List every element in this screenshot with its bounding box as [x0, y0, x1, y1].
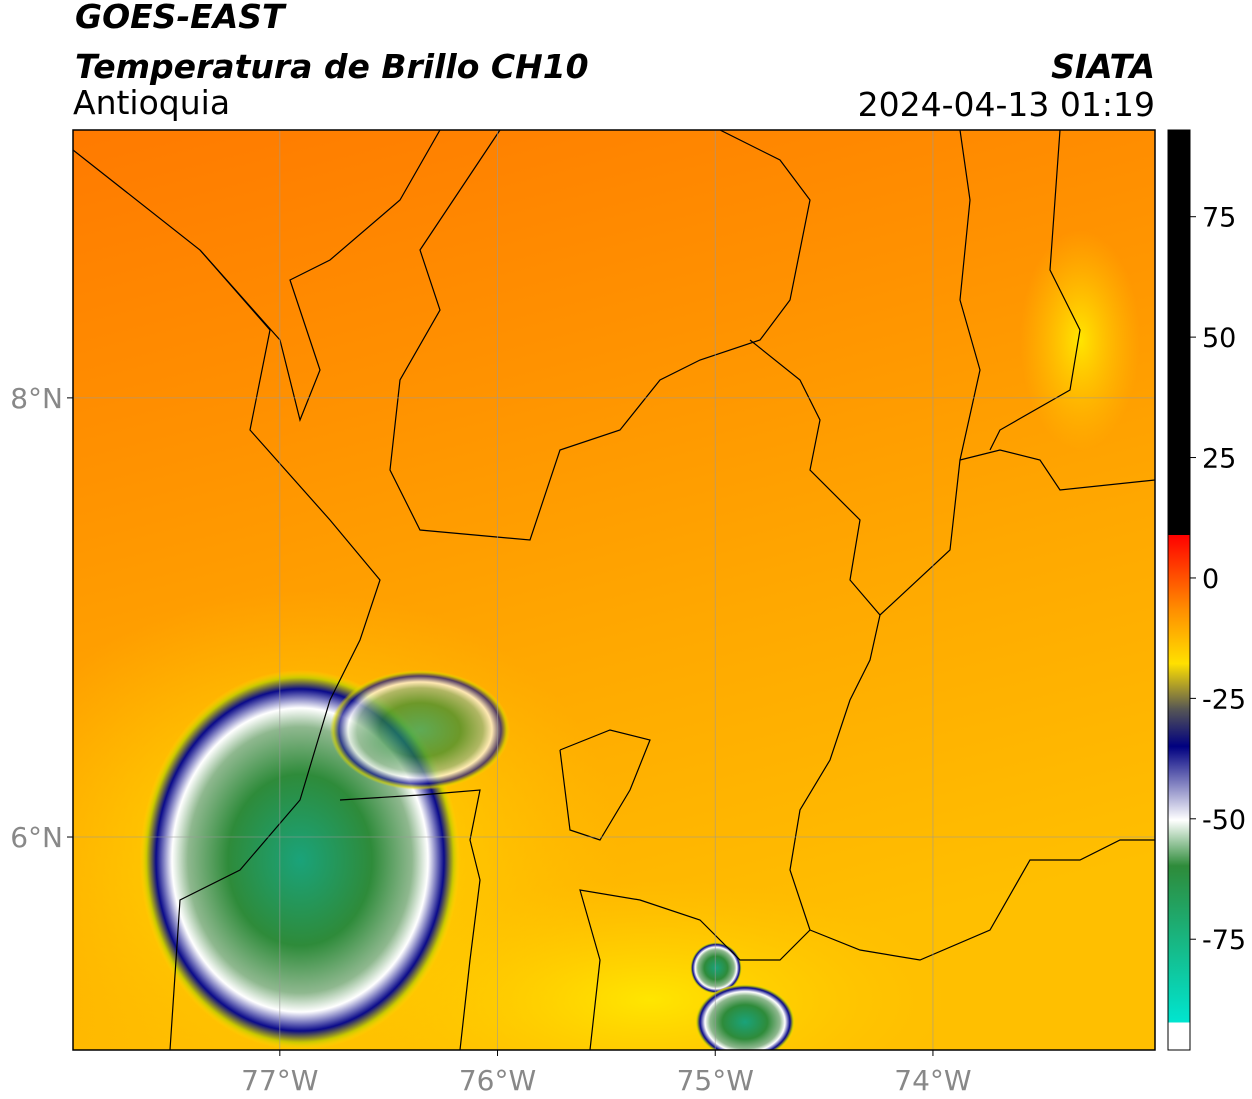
colorbar-tick-label: 0: [1202, 564, 1219, 595]
storm-cell: [695, 984, 795, 1050]
warm-region: [1020, 230, 1140, 450]
colorbar-tick-label: 25: [1202, 444, 1236, 475]
colorbar-tick-label: 50: [1202, 323, 1236, 354]
map-frame: [72, 129, 1156, 1051]
map-field: [73, 130, 1155, 1050]
x-tick-label: 74°W: [894, 1064, 971, 1097]
storm-cell: [330, 670, 510, 790]
source: SIATA: [1051, 47, 1155, 86]
region: Antioquia: [73, 83, 230, 122]
colorbar: [1167, 129, 1191, 1051]
storm-cell: [690, 942, 742, 994]
grid: [73, 130, 1155, 1050]
title: GOES-EAST: [75, 0, 287, 36]
datetime: 2024-04-13 01:19: [858, 85, 1155, 124]
x-tick-label: 77°W: [241, 1064, 318, 1097]
colorbar-tick-label: -75: [1202, 925, 1246, 956]
warm-region: [350, 880, 950, 1050]
subtitle: Temperatura de Brillo CH10: [75, 47, 589, 86]
y-tick-label: 8°N: [10, 382, 63, 415]
colorbar-tick-label: -50: [1202, 805, 1246, 836]
colorbar-tick-label: -25: [1202, 684, 1246, 715]
borders: [73, 130, 1155, 1050]
x-tick-label: 75°W: [677, 1064, 754, 1097]
y-tick-label: 6°N: [10, 821, 63, 854]
colorbar-tick-label: 75: [1202, 203, 1236, 234]
x-tick-label: 76°W: [459, 1064, 536, 1097]
